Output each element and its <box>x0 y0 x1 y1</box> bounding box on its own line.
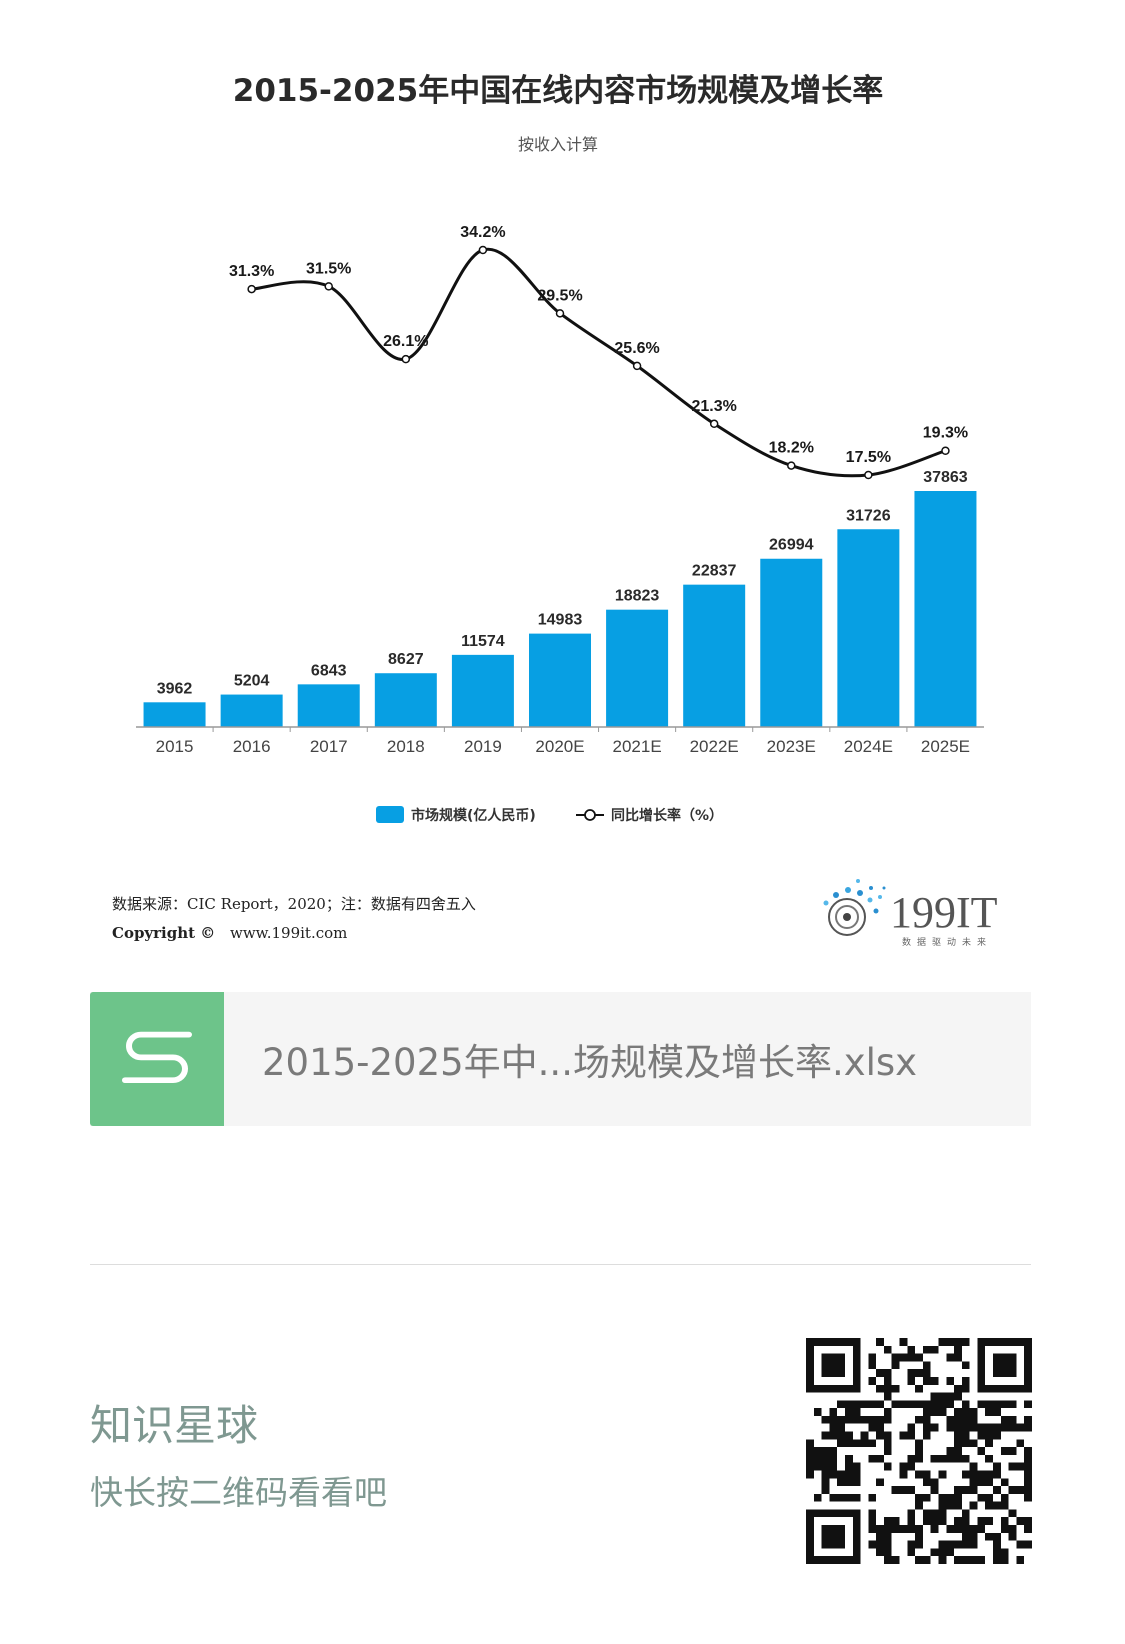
bar-value-label: 22837 <box>692 563 737 580</box>
qr-code[interactable] <box>806 1338 1032 1564</box>
x-tick-label: 2020E <box>535 737 584 756</box>
bar-2015 <box>143 702 206 727</box>
bar-2025E <box>914 491 977 727</box>
bar-2017 <box>297 684 360 727</box>
spreadsheet-file-icon <box>90 992 224 1126</box>
growth-line <box>251 247 946 478</box>
bar-2021E <box>606 609 669 727</box>
growth-point-2022E <box>709 419 719 429</box>
x-tick-label: 2021E <box>613 737 662 756</box>
bar-2019 <box>451 654 514 727</box>
growth-point-2020E <box>555 309 565 318</box>
bar-value-label: 18823 <box>615 588 660 605</box>
growth-point-2019 <box>478 245 488 255</box>
growth-point-2017 <box>324 282 333 291</box>
growth-value-label: 26.1% <box>383 333 428 350</box>
footer-title: 知识星球 <box>90 1401 259 1450</box>
logo-text: 199IT <box>890 888 998 937</box>
x-tick-label: 2025E <box>921 737 970 756</box>
bar-2024E <box>837 529 900 727</box>
legend-line-marker <box>584 809 596 821</box>
bar-value-label: 8627 <box>388 651 424 668</box>
file-name: 2015-2025年中...场规模及增长率.xlsx <box>262 1041 918 1084</box>
bar-value-label: 14983 <box>538 612 583 629</box>
x-tick-label: 2023E <box>767 737 816 756</box>
bar-2023E <box>760 558 823 727</box>
qr-modules <box>806 1338 1032 1564</box>
source-url: www.199it.com <box>230 924 347 942</box>
bar-value-label: 5204 <box>234 673 270 690</box>
chart-legend: 市场规模(亿人民币) 同比增长率（%） <box>376 806 723 824</box>
bar-value-label: 37863 <box>923 469 968 486</box>
growth-point-2016 <box>247 284 256 294</box>
copyright-label: Copyright © <box>112 924 215 942</box>
bar-2020E <box>529 633 591 727</box>
chart-subtitle: 按收入计算 <box>518 135 598 154</box>
growth-point-2024E <box>864 470 873 480</box>
growth-value-label: 18.2% <box>769 440 814 457</box>
legend-bar-label: 市场规模(亿人民币) <box>411 807 536 824</box>
logo-tagline: 数据驱动未来 <box>902 936 992 948</box>
growth-value-label: 29.5% <box>537 287 582 304</box>
growth-line-series: 31.3% 31.5% 26.1% 34.2% 29.5% 25.6% 21.3% 18.2%… <box>229 224 968 480</box>
divider <box>90 1264 1031 1265</box>
growth-value-label: 21.3% <box>691 398 736 415</box>
x-tick-label: 2015 <box>156 737 194 756</box>
bar-series: 3962 5204 6843 8627 11574 14983 18823 22837 2699… <box>143 469 977 727</box>
growth-value-label: 34.2% <box>460 224 505 241</box>
bar-value-label: 6843 <box>311 662 347 679</box>
growth-value-label: 25.6% <box>614 340 659 357</box>
logo-dots-icon <box>823 879 886 936</box>
legend-line-label: 同比增长率（%） <box>611 807 723 824</box>
footer-subtitle: 快长按二维码看看吧 <box>90 1473 387 1512</box>
chart-title: 2015-2025年中国在线内容市场规模及增长率 <box>233 73 883 109</box>
bar-value-label: 3962 <box>157 680 193 697</box>
bar-2022E <box>683 584 746 727</box>
bar-2018 <box>374 673 437 727</box>
growth-point-2021E <box>632 361 642 371</box>
growth-point-2023E <box>787 461 796 470</box>
x-tick-label: 2016 <box>233 737 271 756</box>
x-tick-label: 2017 <box>310 737 348 756</box>
growth-point-2025E <box>941 446 950 455</box>
bar-value-label: 26994 <box>769 537 814 554</box>
attachment-file-card[interactable]: 2015-2025年中...场规模及增长率.xlsx <box>90 992 1031 1126</box>
x-tick-label: 2019 <box>464 737 502 756</box>
chart-area: 2015-2025年中国在线内容市场规模及增长率 按收入计算 3962 5204 6… <box>112 73 998 948</box>
source-note: 数据来源：CIC Report，2020；注：数据有四舍五入 <box>112 895 476 913</box>
x-tick-label: 2018 <box>387 737 425 756</box>
growth-value-label: 31.5% <box>306 260 351 277</box>
s-letter-icon <box>122 1031 192 1084</box>
growth-value-label: 19.3% <box>923 425 968 442</box>
x-tick-label: 2022E <box>690 737 739 756</box>
bar-value-label: 11574 <box>461 633 505 650</box>
bar-2016 <box>220 694 283 727</box>
growth-point-2018 <box>401 354 411 364</box>
growth-value-label: 31.3% <box>229 263 274 280</box>
growth-value-label: 17.5% <box>846 449 891 466</box>
x-tick-label: 2024E <box>844 737 893 756</box>
bar-value-label: 31726 <box>846 507 891 524</box>
legend-bar-swatch <box>376 806 404 823</box>
199it-logo: 199IT 数据驱动未来 <box>823 879 998 948</box>
x-axis-ticks: 2015 2016 2017 2018 2019 2020E 2021E 2022E 2023E… <box>156 727 970 756</box>
